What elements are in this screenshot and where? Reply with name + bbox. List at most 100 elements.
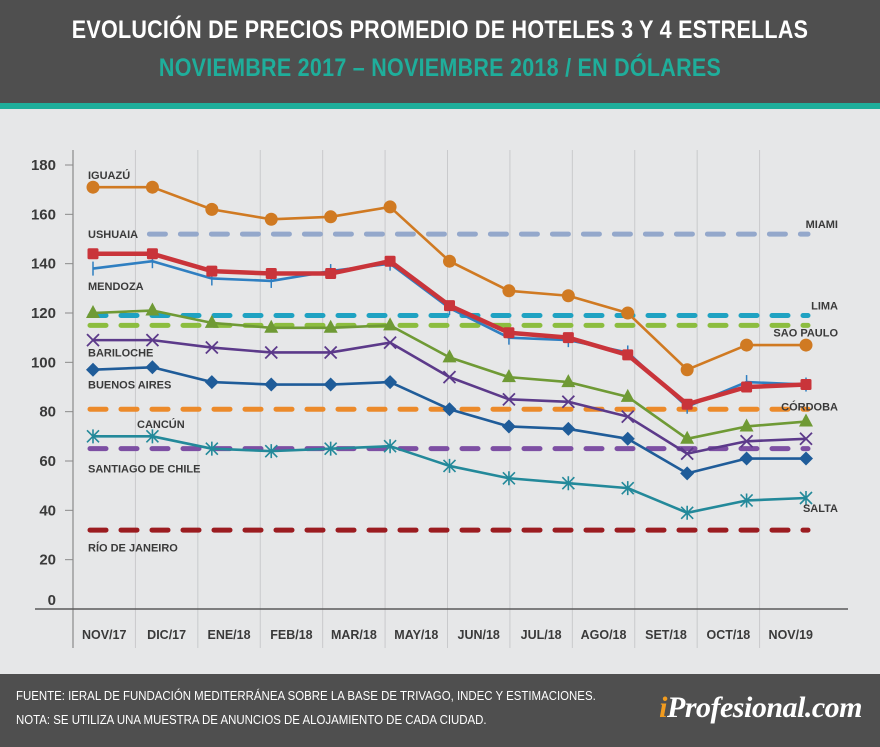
data-point-circle	[740, 338, 754, 352]
data-point-asterisk	[86, 429, 100, 444]
data-point-x	[264, 345, 278, 360]
data-point-diamond	[323, 377, 338, 392]
data-point-asterisk	[502, 471, 516, 486]
methodology-note: NOTA: SE UTILIZA UNA MUESTRA DE ANUNCIOS…	[16, 712, 487, 727]
data-point-circle	[145, 180, 159, 194]
city-label: IGUAZÚ	[88, 169, 130, 182]
data-point-asterisk	[383, 439, 397, 454]
city-label: CÓRDOBA	[781, 401, 838, 414]
data-point-triangle	[442, 349, 457, 363]
data-point-square	[622, 349, 634, 361]
data-point-triangle	[739, 418, 754, 432]
data-point-asterisk	[740, 493, 754, 508]
series-line	[93, 185, 806, 372]
x-tick-label: MAY/18	[394, 628, 438, 642]
data-point-x	[561, 395, 575, 409]
data-point-x	[621, 409, 635, 424]
y-tick-label: 20	[39, 552, 56, 569]
chart-header: EVOLUCIÓN DE PRECIOS PROMEDIO DE HOTELES…	[0, 0, 880, 109]
data-point-diamond	[680, 466, 695, 481]
data-point-circle	[561, 289, 575, 303]
y-tick-label: 120	[31, 305, 56, 322]
series-line	[92, 259, 807, 409]
data-point-asterisk	[145, 429, 159, 444]
iprofesional-logo: iProfesional.com	[659, 691, 862, 725]
data-point-asterisk	[324, 441, 338, 456]
city-label: MIAMI	[806, 219, 838, 231]
data-point-square	[265, 268, 277, 280]
city-label: CANCÚN	[137, 418, 185, 431]
data-point-triangle	[501, 369, 516, 383]
data-point-asterisk	[680, 505, 694, 520]
data-point-diamond	[620, 431, 635, 446]
data-point-diamond	[442, 402, 457, 417]
x-tick-label: OCT/18	[706, 628, 750, 642]
data-point-square	[741, 381, 753, 393]
series-line	[93, 251, 807, 407]
data-point-square	[562, 332, 574, 344]
city-label: RÍO DE JANEIRO	[88, 541, 178, 554]
city-label: USHUAIA	[88, 229, 138, 241]
series-line	[92, 365, 806, 475]
y-tick-label: 160	[31, 206, 56, 223]
data-point-diamond	[383, 375, 398, 390]
x-tick-label: NOV/19	[769, 628, 814, 642]
data-point-asterisk	[799, 491, 813, 505]
city-label: BUENOS AIRES	[88, 380, 171, 392]
y-tick-label: 140	[31, 256, 56, 273]
data-point-asterisk	[442, 458, 457, 473]
data-point-square	[681, 398, 693, 410]
logo-i: i	[659, 691, 667, 724]
data-point-square	[325, 268, 337, 280]
data-point-triangle	[799, 413, 813, 427]
data-point-square	[206, 265, 218, 277]
data-point-x	[86, 333, 100, 347]
y-tick-label: 40	[39, 502, 56, 519]
data-point-triangle	[323, 319, 338, 333]
data-point-triangle	[204, 314, 219, 328]
data-point-triangle	[680, 430, 695, 444]
data-point-diamond	[501, 419, 516, 434]
x-tick-label: JUL/18	[521, 628, 562, 642]
data-point-square	[800, 379, 812, 391]
data-point-square	[384, 255, 396, 267]
x-tick-label: NOV/17	[82, 628, 127, 642]
x-tick-label: MAR/18	[331, 628, 377, 642]
data-point-circle	[205, 202, 219, 216]
y-tick-label: 60	[39, 453, 56, 470]
data-point-triangle	[86, 305, 100, 318]
data-point-x	[383, 335, 397, 350]
data-point-diamond	[86, 362, 100, 377]
data-point-triangle	[561, 374, 576, 388]
data-point-x	[502, 392, 516, 406]
data-point-circle	[680, 363, 694, 377]
y-tick-label: 80	[39, 404, 56, 421]
data-point-asterisk	[561, 476, 575, 491]
data-point-x	[739, 434, 754, 448]
data-point-square	[87, 248, 99, 260]
data-point-x	[799, 432, 813, 446]
x-tick-label: FEB/18	[270, 628, 312, 642]
data-point-circle	[264, 212, 278, 226]
data-point-diamond	[145, 360, 160, 375]
data-point-square	[444, 300, 455, 312]
source-note: FUENTE: IERAL DE FUNDACIÓN MEDITERRÁNEA …	[16, 688, 596, 703]
data-point-diamond	[264, 377, 279, 392]
line-chart: 0 20 40 60 80 100 120 140 160 180 NOV/17 DIC/17 ENE/…	[31, 150, 848, 648]
data-point-diamond	[739, 451, 754, 466]
data-point-square	[503, 327, 515, 339]
chart-subtitle: NOVIEMBRE 2017 – NOVIEMBRE 2018 / EN DÓL…	[158, 54, 722, 82]
data-point-circle	[324, 210, 338, 224]
y-tick-label: 100	[31, 354, 56, 371]
x-tick-label: JUN/18	[458, 628, 500, 642]
data-point-x	[442, 370, 457, 384]
data-point-diamond	[561, 421, 576, 436]
data-point-x	[145, 333, 160, 347]
data-point-x	[205, 340, 219, 355]
data-point-asterisk	[264, 444, 278, 459]
chart-title: EVOLUCIÓN DE PRECIOS PROMEDIO DE HOTELES…	[71, 16, 809, 44]
data-point-triangle	[145, 302, 160, 316]
data-point-asterisk	[621, 481, 635, 496]
data-point-circle	[799, 338, 813, 352]
x-tick-label: AGO/18	[581, 628, 627, 642]
